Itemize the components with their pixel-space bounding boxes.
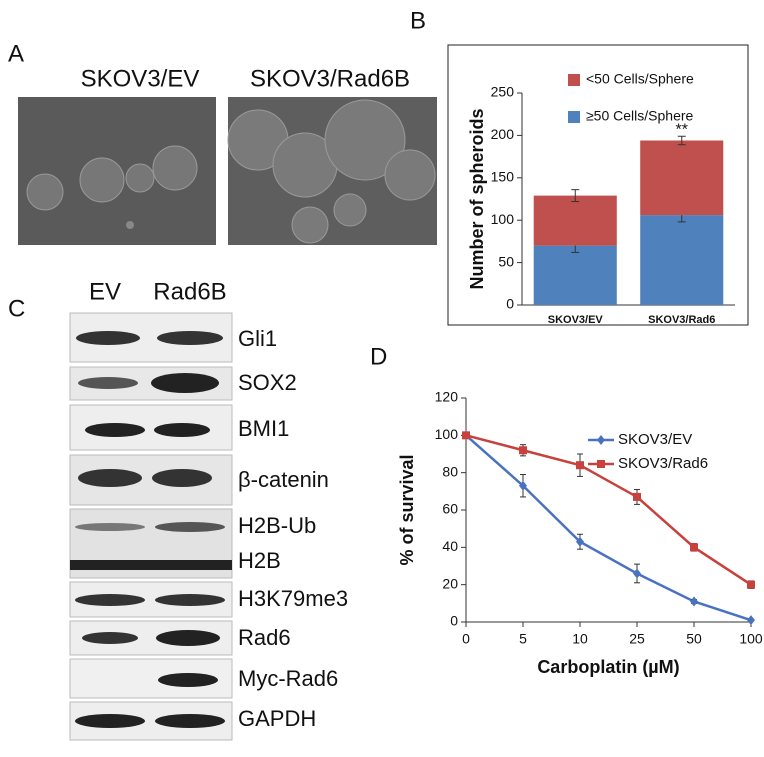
marker [690, 543, 698, 552]
blot-label: β-catenin [238, 467, 329, 492]
marker [747, 615, 755, 626]
legend-label: <50 Cells/Sphere [586, 71, 694, 87]
panel-label: C [8, 295, 25, 322]
panel-label: B [410, 7, 426, 34]
marker [576, 461, 584, 470]
marker [633, 568, 641, 579]
legend-swatch [568, 111, 580, 123]
bar-segment [533, 195, 617, 246]
y-tick-label: 100 [491, 211, 515, 227]
panel-label: A [8, 40, 24, 67]
micrograph [18, 97, 216, 245]
y-tick-label: 50 [498, 253, 514, 269]
x-tick-label: SKOV3/EV [548, 314, 604, 326]
line [465, 434, 752, 622]
bar-segment [533, 245, 617, 305]
blot-label: Gli1 [238, 326, 277, 351]
panel-label: D [370, 343, 387, 370]
y-tick-label: 250 [491, 84, 515, 100]
image-caption: SKOV3/EV [81, 65, 200, 92]
marker [576, 536, 584, 547]
blot-label: H3K79me3 [238, 586, 348, 611]
y-tick-label: 60 [442, 501, 458, 517]
y-tick-label: 120 [435, 389, 459, 405]
y-tick-label: 200 [491, 126, 515, 142]
x-tick-label: 10 [572, 631, 588, 647]
x-tick-label: 0 [462, 631, 470, 647]
blot-label: GAPDH [238, 706, 316, 731]
bar-segment [640, 140, 724, 216]
blot-label: SOX2 [238, 370, 297, 395]
y-axis-title: Number of spheroids [467, 108, 487, 289]
y-tick-label: 0 [450, 613, 458, 629]
blot-label: BMI1 [238, 416, 289, 441]
legend-swatch [568, 74, 580, 86]
y-tick-label: 80 [442, 463, 458, 479]
marker [462, 431, 470, 440]
blot-label: H2B-Ub [238, 513, 316, 538]
y-tick-label: 100 [435, 426, 459, 442]
blot-label: Rad6 [238, 625, 291, 650]
marker [519, 446, 527, 455]
lane-label: Rad6B [153, 278, 226, 305]
y-tick-label: 0 [506, 296, 514, 312]
y-tick-label: 150 [491, 169, 515, 185]
x-tick-label: SKOV3/Rad6 [648, 314, 715, 326]
legend-marker [597, 435, 605, 445]
image-caption: SKOV3/Rad6B [250, 65, 410, 92]
line [465, 434, 752, 586]
x-tick-label: 100 [739, 631, 763, 647]
legend-label: SKOV3/Rad6 [618, 455, 708, 472]
legend-marker [597, 460, 605, 468]
y-axis-title: % of survival [397, 454, 417, 565]
x-tick-label: 50 [686, 631, 702, 647]
marker [519, 480, 527, 491]
x-axis-title: Carboplatin (µM) [537, 657, 679, 677]
legend-label: SKOV3/EV [618, 431, 692, 448]
bar-segment [640, 215, 724, 305]
blot-label: H2B [238, 548, 281, 573]
x-tick-label: 25 [629, 631, 645, 647]
marker [690, 596, 698, 607]
significance-mark: ** [676, 121, 688, 138]
blot [69, 312, 233, 741]
legend-label: ≥50 Cells/Sphere [586, 108, 694, 124]
micrograph [227, 97, 437, 245]
y-tick-label: 20 [442, 575, 458, 591]
x-tick-label: 5 [519, 631, 527, 647]
marker [633, 492, 641, 501]
marker [747, 580, 755, 589]
blot-label: Myc-Rad6 [238, 666, 338, 691]
lane-label: EV [89, 278, 121, 305]
y-tick-label: 40 [442, 538, 458, 554]
chart-frame [447, 44, 749, 326]
